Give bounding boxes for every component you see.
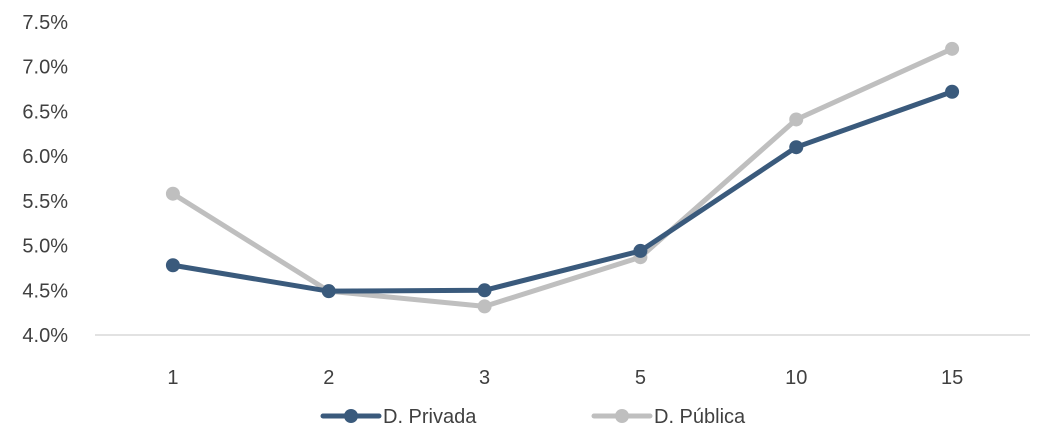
x-tick-label: 2 <box>323 367 334 389</box>
data-point <box>945 41 960 56</box>
x-tick-label: 1 <box>167 367 178 389</box>
y-tick-label: 6.0% <box>22 146 68 168</box>
data-point <box>165 258 180 273</box>
data-point <box>477 299 492 314</box>
x-tick-label: 3 <box>479 367 490 389</box>
y-tick-label: 5.0% <box>22 236 68 258</box>
legend-label: D. Pública <box>654 406 746 428</box>
data-point <box>477 283 492 298</box>
y-axis: 4.0% 4.5% 5.0% 5.5% 6.0% 6.5% 7.0% 7.5% <box>22 12 68 347</box>
x-axis: 1 2 3 5 10 15 <box>167 367 963 389</box>
series-line <box>170 89 955 294</box>
data-point <box>165 186 180 201</box>
legend-item: D. Privada <box>320 406 477 428</box>
legend: D. Privada D. Pública <box>320 406 746 428</box>
x-tick-label: 10 <box>785 367 807 389</box>
y-tick-label: 4.5% <box>22 280 68 302</box>
x-tick-label: 15 <box>941 367 963 389</box>
x-tick-label: 5 <box>635 367 646 389</box>
data-point <box>789 140 804 155</box>
legend-swatch-marker <box>615 409 629 423</box>
data-point <box>789 112 804 127</box>
y-tick-label: 7.0% <box>22 57 68 79</box>
y-tick-label: 7.5% <box>22 12 68 34</box>
y-tick-label: 6.5% <box>22 101 68 123</box>
data-point <box>945 84 960 99</box>
y-tick-label: 5.5% <box>22 191 68 213</box>
legend-label: D. Privada <box>383 406 477 428</box>
y-tick-label: 4.0% <box>22 325 68 347</box>
series-layer <box>165 41 960 314</box>
series-0 <box>165 84 960 299</box>
data-point <box>321 284 336 299</box>
series-line <box>170 46 955 309</box>
data-point <box>633 243 648 258</box>
legend-item: D. Pública <box>591 406 746 428</box>
legend-swatch-marker <box>344 409 358 423</box>
